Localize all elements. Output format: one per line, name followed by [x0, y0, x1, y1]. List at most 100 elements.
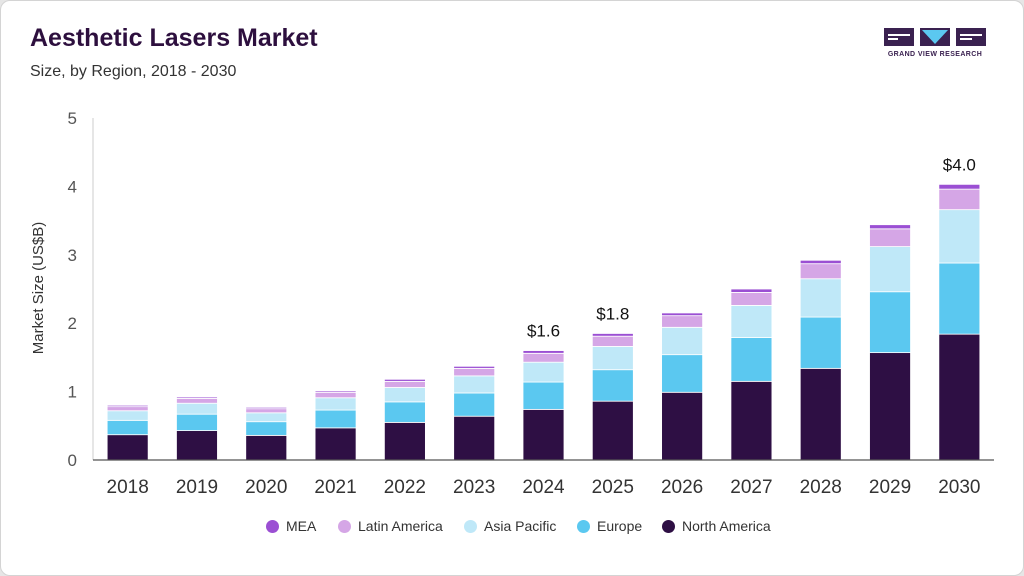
x-tick-label: 2020 [245, 477, 287, 498]
bar-segment-latin-america [106, 406, 149, 412]
x-tick-label: 2021 [314, 477, 356, 498]
bar-segment-north-america [591, 400, 634, 461]
y-tick-label: 1 [68, 383, 77, 402]
bar-segment-asia-pacific [730, 305, 773, 338]
legend-item-europe: Europe [577, 515, 642, 537]
chart-title: Aesthetic Lasers Market [30, 24, 318, 52]
bar-segment-asia-pacific [661, 326, 704, 356]
legend-label: Latin America [358, 518, 443, 534]
x-tick-label: 2018 [107, 477, 149, 498]
bar-segment-asia-pacific [245, 412, 288, 423]
legend: MEA Latin America Asia Pacific Europe North … [0, 515, 1024, 537]
bar-segment-latin-america [314, 391, 357, 399]
total-value-label: $1.6 [527, 322, 560, 341]
bar-segment-north-america [730, 380, 773, 461]
x-tick-label: 2024 [522, 477, 565, 498]
bar-segment-mea [383, 378, 426, 382]
total-value-label: $1.8 [596, 304, 629, 323]
x-tick-label: 2029 [869, 477, 911, 498]
x-tick-label: 2022 [384, 477, 426, 498]
bar-segment-latin-america [453, 367, 496, 377]
x-axis: 2018 2019 2020 2021 2022 2023 2024 2025 2026 2027… [93, 459, 994, 498]
bar-segment-asia-pacific [453, 375, 496, 394]
bar-segment-latin-america [938, 188, 981, 211]
bar-segment-north-america [661, 391, 704, 461]
bar-segment-europe [453, 392, 496, 417]
y-tick-label: 5 [68, 109, 77, 128]
bar-segment-asia-pacific [314, 397, 357, 411]
bar-segment-latin-america [383, 380, 426, 388]
bar-segment-asia-pacific [383, 387, 426, 403]
legend-item-north-america: North America [662, 515, 771, 537]
bar-segment-latin-america [869, 228, 911, 247]
bar-segment-europe [383, 401, 426, 423]
legend-item-latin-america: Latin America [338, 515, 443, 537]
legend-label: North America [682, 518, 771, 534]
bar-segment-europe [591, 369, 634, 402]
bar-segment-asia-pacific [869, 246, 911, 293]
y-axis: 0 1 2 3 4 5 [68, 109, 94, 470]
bar-segment-asia-pacific [938, 209, 981, 264]
bar-segment-mea [938, 183, 981, 190]
bar-segment-europe [245, 421, 288, 436]
bar-segment-north-america [106, 434, 149, 461]
bar-segment-mea [661, 312, 704, 317]
legend-swatch-icon [266, 519, 279, 533]
y-tick-label: 3 [68, 246, 77, 265]
y-tick-label: 0 [68, 451, 77, 470]
bar-segment-europe [176, 413, 218, 431]
logo-text: GRAND VIEW RESEARCH [887, 51, 983, 58]
bar-segment-europe [661, 354, 704, 393]
bar-segment-north-america [176, 430, 218, 461]
bar-segment-europe [799, 316, 842, 369]
x-tick-label: 2025 [592, 477, 634, 498]
bar-segment-mea [245, 406, 288, 410]
legend-label: MEA [286, 518, 317, 534]
bar-segment-mea [176, 396, 218, 399]
bar-segment-mea [453, 365, 496, 369]
bar-segment-mea [106, 404, 149, 408]
legend-swatch-icon [577, 519, 590, 533]
bars [106, 183, 981, 461]
bar-segment-north-america [938, 333, 981, 461]
bar-segment-asia-pacific [591, 346, 634, 371]
bar-segment-north-america [245, 434, 288, 461]
bar-segment-mea [522, 350, 565, 354]
bar-segment-north-america [799, 367, 842, 461]
bar-segment-north-america [522, 408, 565, 461]
total-value-label: $4.0 [943, 155, 976, 174]
bar-segment-latin-america [176, 398, 218, 404]
y-tick-label: 2 [68, 314, 77, 333]
bar-segment-north-america [314, 427, 357, 461]
bar-segment-europe [938, 262, 981, 335]
bar-segment-europe [869, 291, 911, 354]
x-tick-label: 2026 [661, 477, 703, 498]
bar-segment-latin-america [661, 315, 704, 328]
legend-label: Asia Pacific [484, 518, 557, 534]
bar-segment-north-america [869, 352, 911, 461]
x-tick-label: 2019 [176, 477, 218, 498]
legend-label: Europe [597, 518, 643, 534]
legend-swatch-icon [464, 519, 477, 533]
bar-segment-europe [314, 409, 357, 429]
bar-segment-latin-america [245, 408, 288, 414]
legend-item-asia-pacific: Asia Pacific [464, 515, 556, 537]
legend-item-mea: MEA [266, 515, 316, 537]
bar-segment-latin-america [591, 335, 634, 347]
bar-segment-asia-pacific [176, 402, 218, 415]
bar-segment-latin-america [730, 292, 773, 306]
chart-subtitle: Size, by Region, 2018 - 2030 [30, 63, 237, 80]
bar-segment-latin-america [799, 263, 842, 280]
x-tick-label: 2028 [800, 477, 842, 498]
bar-segment-europe [730, 337, 773, 382]
bar-segment-mea [869, 224, 911, 230]
grand-view-research-logo-icon [884, 28, 986, 46]
bar-segment-asia-pacific [522, 361, 565, 383]
bar-segment-europe [106, 419, 149, 436]
x-tick-label: 2030 [938, 477, 980, 498]
bar-segment-asia-pacific [106, 410, 149, 421]
y-tick-label: 4 [68, 177, 77, 196]
bar-segment-north-america [453, 415, 496, 461]
